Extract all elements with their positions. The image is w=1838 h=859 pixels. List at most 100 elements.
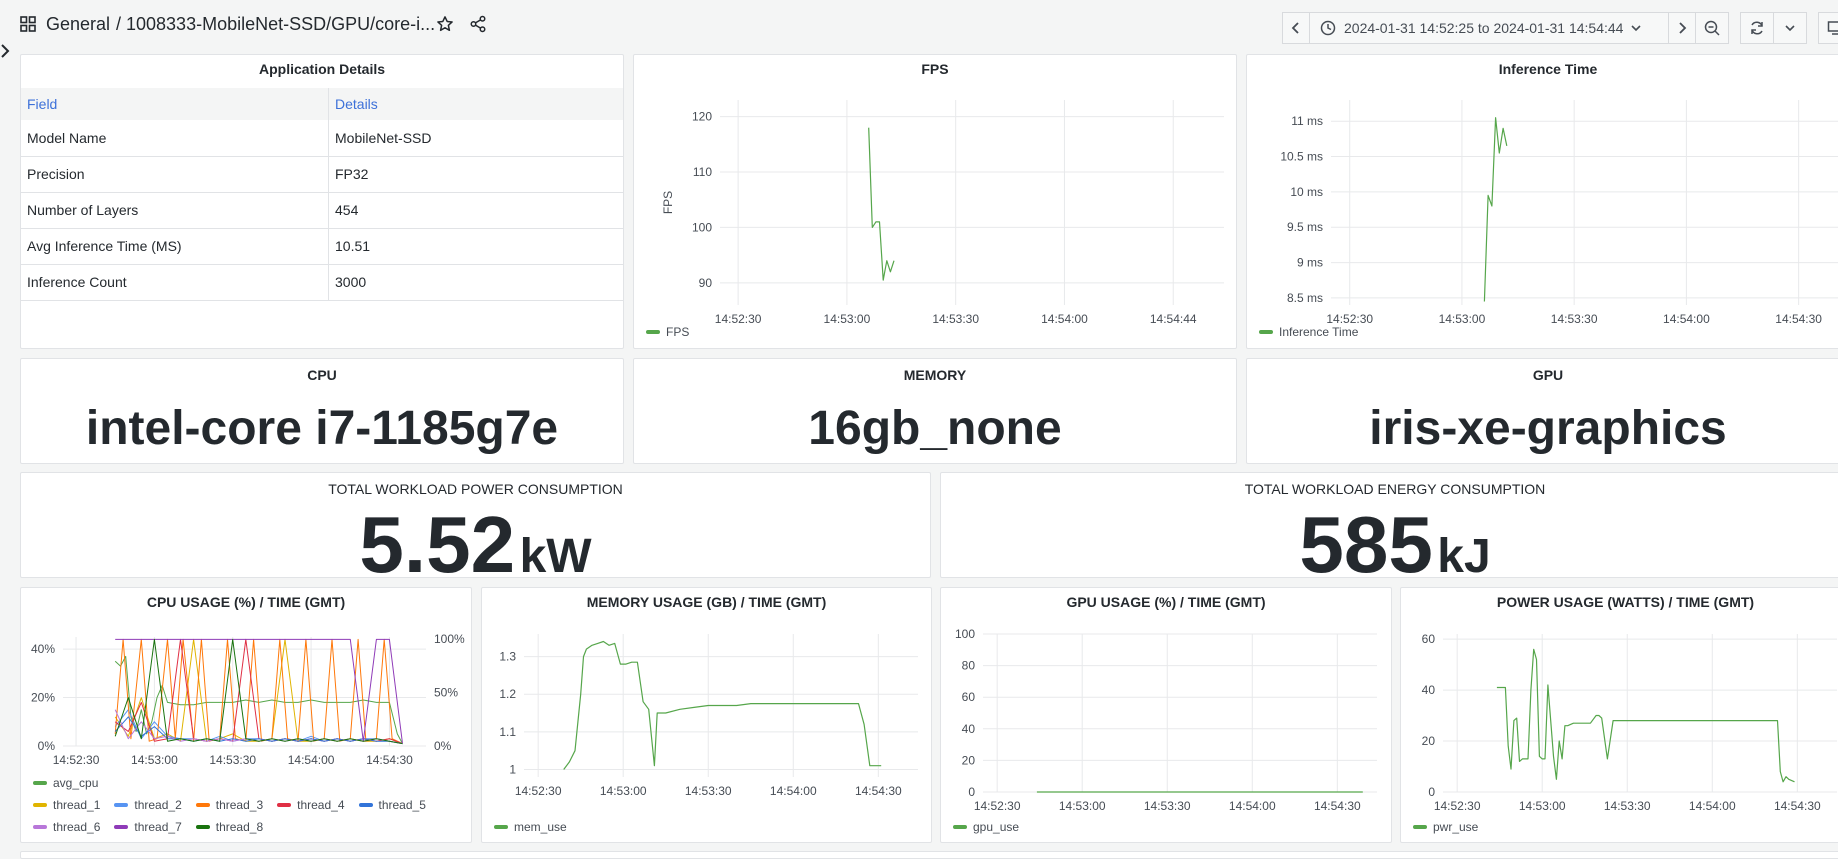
x-tick-label: 14:54:00 <box>288 753 335 767</box>
x-tick-label: 14:52:30 <box>715 312 762 326</box>
x-tick-label: 14:52:30 <box>974 799 1021 813</box>
y-tick-label: 1.3 <box>499 650 516 664</box>
y-tick-label: 100 <box>955 627 975 641</box>
dashboards-grid-icon[interactable] <box>20 16 36 32</box>
legend-swatch <box>494 825 508 829</box>
energy-unit: kJ <box>1437 530 1490 578</box>
expand-sidebar-icon[interactable] <box>0 42 12 60</box>
breadcrumb-section[interactable]: General <box>46 14 110 35</box>
energy-value: 585 <box>1299 500 1432 578</box>
chevron-left-icon <box>1291 22 1301 34</box>
legend-label: FPS <box>666 325 689 339</box>
series-line-thread-3 <box>115 639 402 743</box>
x-tick-label: 14:54:44 <box>1150 312 1197 326</box>
legend-label: pwr_use <box>1433 820 1478 834</box>
y2-tick-label: 50% <box>434 686 458 700</box>
y-tick-label: 0 <box>968 785 975 799</box>
y-tick-label: 0 <box>1428 785 1435 799</box>
x-tick-label: 14:52:30 <box>1434 799 1481 813</box>
legend-item-thread-6[interactable]: thread_6 <box>33 820 100 834</box>
y-tick-label: 100 <box>692 220 712 234</box>
legend-swatch <box>953 825 967 829</box>
chevron-right-icon <box>1677 22 1687 34</box>
y2-tick-label: 0% <box>434 739 452 753</box>
time-forward-button[interactable] <box>1668 12 1696 44</box>
y-tick-label: 40 <box>962 722 976 736</box>
legend-label: thread_6 <box>53 820 100 834</box>
legend-item-fps[interactable]: FPS <box>646 325 689 339</box>
zoom-out-button[interactable] <box>1695 12 1729 44</box>
x-tick-label: 14:52:30 <box>1326 312 1373 326</box>
legend-item-thread-8[interactable]: thread_8 <box>196 820 263 834</box>
x-tick-label: 14:54:30 <box>1775 312 1822 326</box>
legend-swatch <box>114 803 128 807</box>
x-tick-label: 14:53:00 <box>1439 312 1486 326</box>
x-tick-label: 14:53:30 <box>1604 799 1651 813</box>
legend-item-gpu-use[interactable]: gpu_use <box>953 820 1019 834</box>
legend-swatch <box>33 803 47 807</box>
column-header-field[interactable]: Field <box>21 88 329 120</box>
legend-swatch <box>196 803 210 807</box>
panel-title: CPU <box>21 367 623 383</box>
y-tick-label: 0% <box>38 739 56 753</box>
table-cell-field: Inference Count <box>21 264 329 300</box>
table-cell-field: Number of Layers <box>21 192 329 228</box>
next-row-panels <box>20 851 1838 859</box>
legend-item-thread-7[interactable]: thread_7 <box>114 820 181 834</box>
legend-item-thread-4[interactable]: thread_4 <box>277 798 344 812</box>
view-mode-button[interactable] <box>1818 12 1838 44</box>
column-header-details[interactable]: Details <box>329 88 625 120</box>
y-tick-label: 20 <box>962 753 976 767</box>
dashboard-title[interactable]: / 1008333-MobileNet-SSD/GPU/core-i... <box>116 14 435 35</box>
x-tick-label: 14:54:00 <box>1041 312 1088 326</box>
share-icon[interactable] <box>469 15 487 33</box>
panel-title: TOTAL WORKLOAD POWER CONSUMPTION <box>21 481 930 497</box>
legend-item-avg-cpu[interactable]: avg_cpu <box>33 776 98 790</box>
power-value: 5.52 <box>359 500 515 578</box>
legend-label: thread_7 <box>134 820 181 834</box>
table-cell-detail: MobileNet-SSD <box>329 120 625 156</box>
legend-item-thread-1[interactable]: thread_1 <box>33 798 100 812</box>
legend-swatch <box>1413 825 1427 829</box>
x-tick-label: 14:54:00 <box>770 784 817 798</box>
star-icon[interactable] <box>436 15 454 33</box>
x-tick-label: 14:52:30 <box>515 784 562 798</box>
memory-value: 16gb_none <box>634 401 1236 456</box>
cpu-stat-panel: CPU intel-core i7-1185g7e <box>20 358 624 464</box>
x-tick-label: 14:54:00 <box>1229 799 1276 813</box>
power-usage-panel: POWER USAGE (WATTS) / TIME (GMT) 14:52:3… <box>1400 587 1838 843</box>
time-back-button[interactable] <box>1282 12 1310 44</box>
table-cell-field: Avg Inference Time (MS) <box>21 228 329 264</box>
legend-item-thread-5[interactable]: thread_5 <box>359 798 426 812</box>
y-tick-label: 1 <box>509 762 516 776</box>
y-tick-label: 80 <box>962 659 976 673</box>
refresh-interval-dropdown[interactable] <box>1773 12 1807 44</box>
legend-item-thread-2[interactable]: thread_2 <box>114 798 181 812</box>
time-range-picker[interactable]: 2024-01-31 14:52:25 to 2024-01-31 14:54:… <box>1309 12 1669 44</box>
legend-item-thread-3[interactable]: thread_3 <box>196 798 263 812</box>
legend-item-pwr-use[interactable]: pwr_use <box>1413 820 1478 834</box>
x-tick-label: 14:53:30 <box>209 753 256 767</box>
legend-swatch <box>33 781 47 785</box>
monitor-icon <box>1827 20 1838 36</box>
refresh-button[interactable] <box>1740 12 1774 44</box>
y-tick-label: 9 ms <box>1297 256 1323 270</box>
legend-item-inference-time[interactable]: Inference Time <box>1259 325 1358 339</box>
legend-swatch <box>196 825 210 829</box>
x-tick-label: 14:54:30 <box>366 753 413 767</box>
y-tick-label: 40 <box>1422 683 1436 697</box>
chevron-down-icon <box>1631 24 1641 32</box>
legend-item-mem-use[interactable]: mem_use <box>494 820 567 834</box>
zoom-out-icon <box>1704 20 1720 36</box>
gpu-model-value: iris-xe-graphics <box>1247 401 1838 456</box>
